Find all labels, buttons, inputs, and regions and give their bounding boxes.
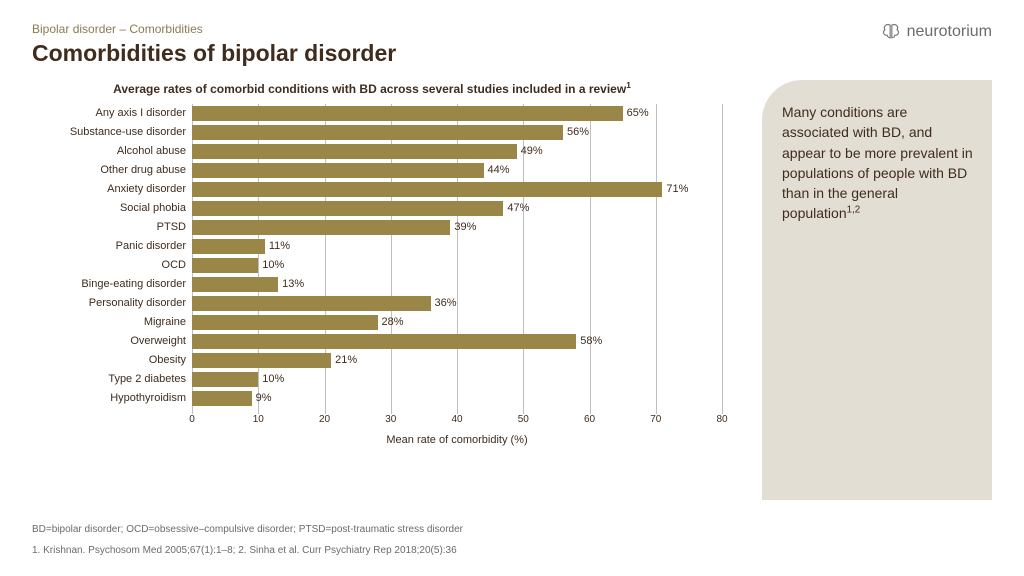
slide-root: Bipolar disorder – Comorbidities Comorbi… [0, 0, 1024, 576]
footer-refs: 1. Krishnan. Psychosom Med 2005;67(1):1–… [32, 543, 992, 558]
bar-row: 44% [192, 161, 722, 180]
bar-row: 58% [192, 332, 722, 351]
bar [192, 182, 662, 197]
bars-container: 65%56%49%44%71%47%39%11%10%13%36%28%58%2… [192, 104, 722, 408]
bar-value-label: 39% [450, 218, 476, 237]
bar-row: 56% [192, 123, 722, 142]
y-axis-label: Panic disorder [32, 237, 192, 256]
x-tick-label: 80 [716, 414, 727, 425]
bar-value-label: 71% [662, 180, 688, 199]
bar [192, 372, 258, 387]
x-tick-label: 0 [189, 414, 195, 425]
gridline [722, 104, 723, 414]
y-axis-label: Anxiety disorder [32, 180, 192, 199]
bar-row: 49% [192, 142, 722, 161]
plot-region: 65%56%49%44%71%47%39%11%10%13%36%28%58%2… [192, 104, 722, 444]
bar-value-label: 28% [378, 313, 404, 332]
bar [192, 220, 450, 235]
chart-column: Average rates of comorbid conditions wit… [32, 80, 762, 510]
footer: BD=bipolar disorder; OCD=obsessive–compu… [32, 522, 992, 558]
bar [192, 106, 623, 121]
bar [192, 353, 331, 368]
bar [192, 125, 563, 140]
y-axis-label: Substance-use disorder [32, 123, 192, 142]
y-axis-label: Obesity [32, 351, 192, 370]
bar-row: 21% [192, 351, 722, 370]
x-tick-label: 40 [451, 414, 462, 425]
y-axis-label: PTSD [32, 218, 192, 237]
bar-value-label: 49% [517, 142, 543, 161]
y-axis-label: Social phobia [32, 199, 192, 218]
bar-row: 13% [192, 275, 722, 294]
x-axis-label: Mean rate of comorbidity (%) [192, 434, 722, 446]
bar [192, 334, 576, 349]
y-axis-label: Any axis I disorder [32, 104, 192, 123]
bar-value-label: 9% [252, 389, 272, 408]
y-axis-label: Personality disorder [32, 294, 192, 313]
y-axis-label: Binge-eating disorder [32, 275, 192, 294]
bar-value-label: 10% [258, 370, 284, 389]
bar [192, 391, 252, 406]
bar-value-label: 11% [265, 237, 290, 256]
y-axis-label: OCD [32, 256, 192, 275]
bar-value-label: 44% [484, 161, 510, 180]
bar-row: 71% [192, 180, 722, 199]
x-tick-label: 20 [319, 414, 330, 425]
bar-row: 10% [192, 370, 722, 389]
chart-area: Any axis I disorderSubstance-use disorde… [32, 104, 742, 474]
x-tick-label: 70 [650, 414, 661, 425]
bar [192, 277, 278, 292]
y-axis-label: Hypothyroidism [32, 389, 192, 408]
bar-row: 28% [192, 313, 722, 332]
bar-value-label: 65% [623, 104, 649, 123]
bar-value-label: 21% [331, 351, 357, 370]
bar-value-label: 13% [278, 275, 304, 294]
bar [192, 258, 258, 273]
bar [192, 144, 517, 159]
y-axis-labels: Any axis I disorderSubstance-use disorde… [32, 104, 192, 408]
bar [192, 163, 484, 178]
bar-value-label: 47% [503, 199, 529, 218]
bar-row: 9% [192, 389, 722, 408]
x-tick-label: 30 [385, 414, 396, 425]
bar-value-label: 56% [563, 123, 589, 142]
bar-row: 36% [192, 294, 722, 313]
x-tick-label: 50 [518, 414, 529, 425]
content-area: Average rates of comorbid conditions wit… [32, 80, 992, 510]
bar-row: 11% [192, 237, 722, 256]
y-axis-label: Other drug abuse [32, 161, 192, 180]
bar [192, 239, 265, 254]
brand: neurotorium [881, 22, 992, 42]
footer-abbrev: BD=bipolar disorder; OCD=obsessive–compu… [32, 522, 992, 537]
brand-name: neurotorium [907, 23, 992, 41]
sidebar-callout: Many conditions are associated with BD, … [762, 80, 992, 500]
y-axis-label: Alcohol abuse [32, 142, 192, 161]
chart-title: Average rates of comorbid conditions wit… [32, 80, 712, 96]
bar [192, 201, 503, 216]
y-axis-label: Type 2 diabetes [32, 370, 192, 389]
x-tick-label: 60 [584, 414, 595, 425]
y-axis-label: Migraine [32, 313, 192, 332]
bar-row: 39% [192, 218, 722, 237]
x-tick-label: 10 [253, 414, 264, 425]
bar-value-label: 10% [258, 256, 284, 275]
bar [192, 315, 378, 330]
bar-row: 10% [192, 256, 722, 275]
bar-row: 47% [192, 199, 722, 218]
page-title: Comorbidities of bipolar disorder [32, 40, 992, 67]
breadcrumb: Bipolar disorder – Comorbidities [32, 22, 992, 36]
bar-value-label: 36% [431, 294, 457, 313]
bar-value-label: 58% [576, 332, 602, 351]
y-axis-label: Overweight [32, 332, 192, 351]
bar [192, 296, 431, 311]
bar-row: 65% [192, 104, 722, 123]
brand-logo-icon [881, 22, 901, 42]
